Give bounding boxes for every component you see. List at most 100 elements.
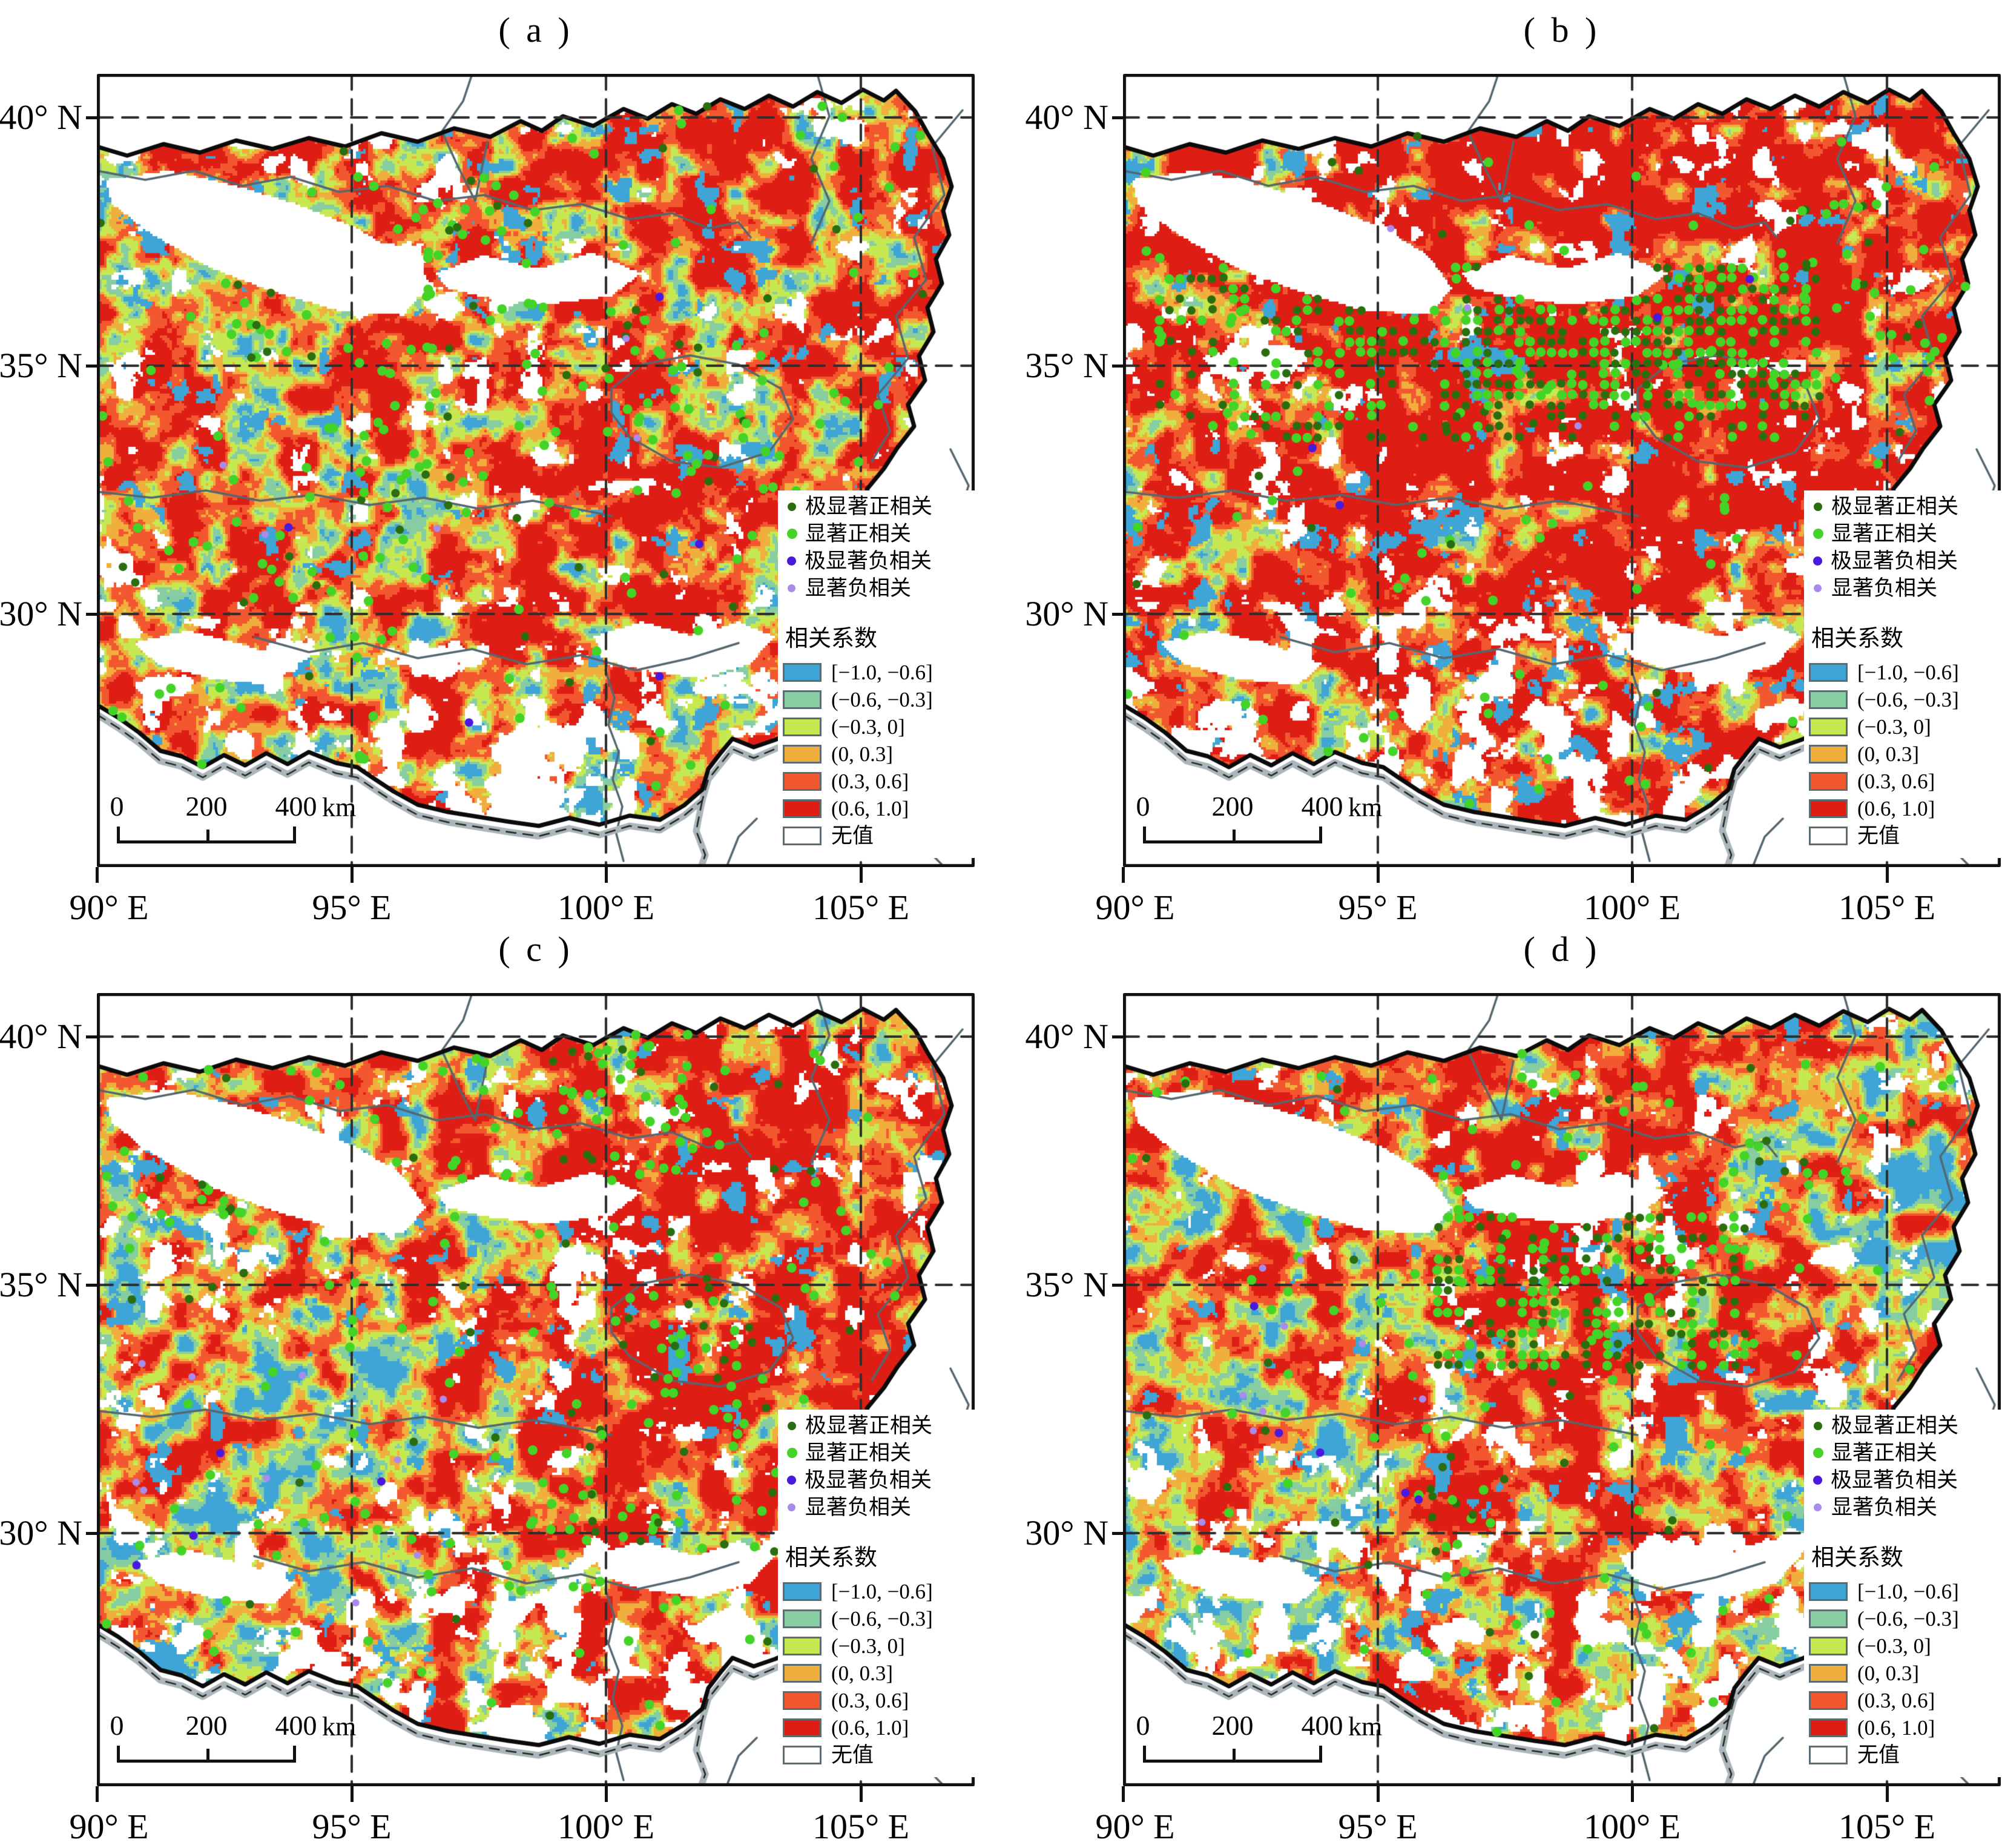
lat-tick-mark	[86, 365, 97, 368]
legend-row-class: (−0.3, 0]	[778, 1632, 975, 1660]
class-swatch	[1809, 663, 1848, 682]
sig-pos-strong-dot	[788, 1421, 796, 1430]
lon-label: 95° E	[1338, 1807, 1418, 1846]
lon-tick-mark	[605, 867, 608, 883]
map-legend: 极显著正相关 显著正相关 极显著负相关 显著负相关 相关系数 [−1.0, −0…	[778, 1410, 975, 1777]
legend-row-class: [−1.0, −0.6]	[1804, 659, 2001, 686]
map-legend: 极显著正相关 显著正相关 极显著负相关 显著负相关 相关系数 [−1.0, −0…	[1804, 490, 2001, 858]
lon-label: 105° E	[812, 888, 910, 927]
lon-label: 90° E	[69, 1807, 149, 1846]
class-swatch	[1809, 1609, 1848, 1628]
legend-row-novalue: 无值	[778, 822, 975, 850]
legend-row-sig: 显著正相关	[778, 520, 975, 547]
legend-row-class: (−0.3, 0]	[1804, 1632, 2001, 1660]
legend-row-sig: 显著负相关	[778, 1494, 975, 1521]
lon-label: 100° E	[557, 888, 655, 927]
no-value-swatch	[783, 1746, 822, 1764]
lat-tick-mark	[1112, 1035, 1123, 1038]
lat-tick-mark	[86, 116, 97, 119]
panel-title: ( b )	[1523, 10, 1601, 50]
legend-row-class: (0.6, 1.0]	[1804, 795, 2001, 822]
lon-tick-mark	[1886, 867, 1889, 883]
no-value-swatch	[783, 827, 822, 845]
lat-label: 30° N	[0, 594, 82, 633]
lat-label: 40° N	[0, 97, 82, 137]
no-value-swatch	[1809, 827, 1848, 845]
sig-neg-strong-dot	[787, 1476, 796, 1485]
class-swatch	[783, 772, 822, 791]
class-swatch	[783, 690, 822, 709]
legend-row-class: (0, 0.3]	[778, 1660, 975, 1687]
panel-a: ( a ) 40° N 35° N 30° N 90° E 95° E 100°…	[0, 10, 975, 927]
lon-label: 90° E	[1095, 1807, 1175, 1846]
lon-label: 100° E	[1583, 1807, 1681, 1846]
sig-pos-dot	[1813, 529, 1823, 539]
scale-bar-bracket	[117, 1746, 296, 1763]
lon-tick-mark	[96, 867, 99, 883]
legend-row-sig: 极显著正相关	[1804, 1412, 2001, 1439]
lat-tick-mark	[1112, 116, 1123, 119]
lon-label: 95° E	[312, 1807, 392, 1846]
legend-row-class: (0, 0.3]	[1804, 741, 2001, 768]
lat-tick-mark	[1112, 1532, 1123, 1535]
legend-row-class: (0.3, 0.6]	[1804, 768, 2001, 795]
class-swatch	[1809, 718, 1848, 736]
legend-title: 相关系数	[785, 1545, 878, 1571]
legend-row-class: [−1.0, −0.6]	[778, 659, 975, 686]
legend-row-class: (0, 0.3]	[778, 741, 975, 768]
panel-title: ( d )	[1523, 929, 1601, 969]
panel-title: ( c )	[498, 929, 573, 969]
lon-label: 90° E	[1095, 888, 1175, 927]
legend-row-class: (0.6, 1.0]	[778, 795, 975, 822]
legend-row-sig: 显著负相关	[1804, 1494, 2001, 1521]
class-swatch	[1809, 772, 1848, 791]
lon-tick-mark	[1122, 1786, 1125, 1802]
lat-tick-mark	[1112, 613, 1123, 616]
legend-row-class: [−1.0, −0.6]	[778, 1578, 975, 1605]
lon-tick-mark	[1886, 1786, 1889, 1802]
legend-title: 相关系数	[1811, 626, 1904, 652]
legend-row-class: [−1.0, −0.6]	[1804, 1578, 2001, 1605]
legend-row-novalue: 无值	[1804, 1741, 2001, 1769]
class-swatch	[1809, 1664, 1848, 1683]
scale-bar: 0 200 400 km	[109, 791, 375, 852]
lon-tick-mark	[860, 867, 863, 883]
sig-neg-dot	[788, 584, 795, 592]
class-swatch	[1809, 1691, 1848, 1710]
panel-title: ( a )	[498, 10, 573, 50]
panel-b: ( b ) 40° N 35° N 30° N 90° E 95° E 100°…	[1025, 10, 2001, 927]
lon-label: 105° E	[1838, 888, 1936, 927]
class-swatch	[783, 1718, 822, 1737]
scale-bar: 0 200 400 km	[1135, 1711, 1401, 1771]
legend-row-class: (−0.6, −0.3]	[778, 1605, 975, 1632]
lon-tick-mark	[1122, 867, 1125, 883]
lat-tick-mark	[86, 1532, 97, 1535]
sig-neg-strong-dot	[787, 556, 796, 566]
legend-row-class: (0.3, 0.6]	[1804, 1687, 2001, 1714]
legend-row-sig: 显著正相关	[1804, 1439, 2001, 1467]
legend-row-sig: 极显著负相关	[1804, 547, 2001, 575]
lat-tick-mark	[1112, 1284, 1123, 1287]
lat-tick-mark	[86, 613, 97, 616]
legend-row-sig: 显著负相关	[778, 575, 975, 602]
scale-bar: 0 200 400 km	[1135, 791, 1401, 852]
legend-row-sig: 极显著正相关	[778, 493, 975, 520]
lat-label: 35° N	[1025, 1265, 1108, 1304]
lon-tick-mark	[351, 1786, 354, 1802]
legend-row-sig: 极显著负相关	[778, 1467, 975, 1494]
legend-row-class: (0.3, 0.6]	[778, 1687, 975, 1714]
lon-tick-mark	[605, 1786, 608, 1802]
lon-label: 100° E	[1583, 888, 1681, 927]
lat-tick-mark	[1112, 365, 1123, 368]
class-swatch	[783, 1637, 822, 1655]
legend-row-sig: 极显著负相关	[778, 547, 975, 575]
lat-label: 35° N	[1025, 346, 1108, 385]
legend-row-class: (−0.6, −0.3]	[1804, 1605, 2001, 1632]
panel-c: ( c ) 40° N 35° N 30° N 90° E 95° E 100°…	[0, 929, 975, 1846]
sig-pos-dot	[1813, 1448, 1823, 1458]
lon-label: 95° E	[1338, 888, 1418, 927]
legend-title: 相关系数	[1811, 1545, 1904, 1571]
lat-tick-mark	[86, 1284, 97, 1287]
panel-d: ( d ) 40° N 35° N 30° N 90° E 95° E 100°…	[1025, 929, 2001, 1846]
